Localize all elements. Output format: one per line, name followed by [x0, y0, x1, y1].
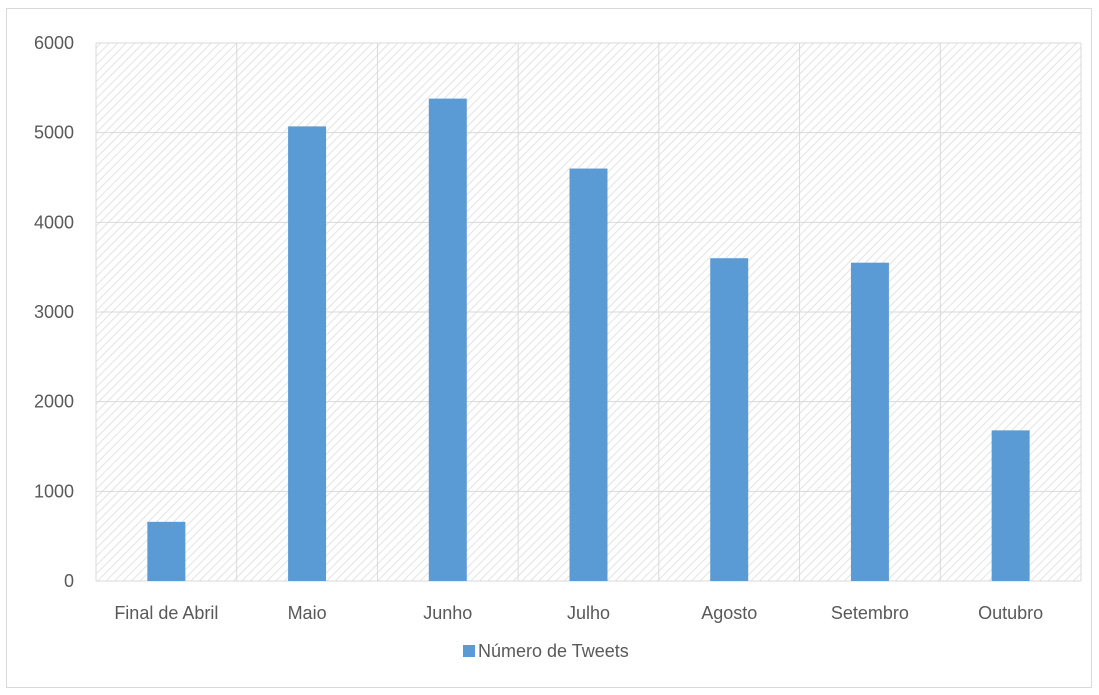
y-tick-label: 3000 — [34, 302, 74, 322]
chart-frame: 0 1000 2000 3000 4000 5000 6000 Final de Abril… — [6, 8, 1092, 688]
y-tick-label: 0 — [64, 571, 74, 591]
x-tick-label: Julho — [567, 603, 610, 623]
y-axis-ticks: 0 1000 2000 3000 4000 5000 6000 — [34, 33, 74, 591]
bar-3 — [569, 168, 608, 582]
bar-1 — [288, 126, 327, 581]
legend-swatch — [463, 645, 475, 657]
y-tick-label: 5000 — [34, 123, 74, 143]
bar-2 — [428, 98, 467, 582]
y-tick-label: 2000 — [34, 392, 74, 412]
x-tick-label: Junho — [423, 603, 472, 623]
y-tick-label: 4000 — [34, 212, 74, 232]
x-tick-label: Final de Abril — [114, 603, 218, 623]
bar-6 — [991, 430, 1030, 581]
bar-chart: 0 1000 2000 3000 4000 5000 6000 Final de Abril… — [34, 33, 1082, 661]
x-tick-label: Maio — [288, 603, 327, 623]
legend-label: Número de Tweets — [478, 641, 629, 661]
y-tick-label: 1000 — [34, 481, 74, 501]
bar-5 — [850, 262, 889, 581]
bars — [147, 98, 1030, 582]
legend: Número de Tweets — [463, 641, 629, 661]
x-tick-label: Setembro — [831, 603, 909, 623]
x-tick-label: Agosto — [701, 603, 757, 623]
bar-4 — [710, 258, 749, 581]
x-axis-ticks: Final de Abril Maio Junho Julho Agosto Setemb… — [114, 603, 1043, 623]
x-tick-label: Outubro — [978, 603, 1043, 623]
y-tick-label: 6000 — [34, 33, 74, 53]
bar-0 — [147, 521, 186, 581]
